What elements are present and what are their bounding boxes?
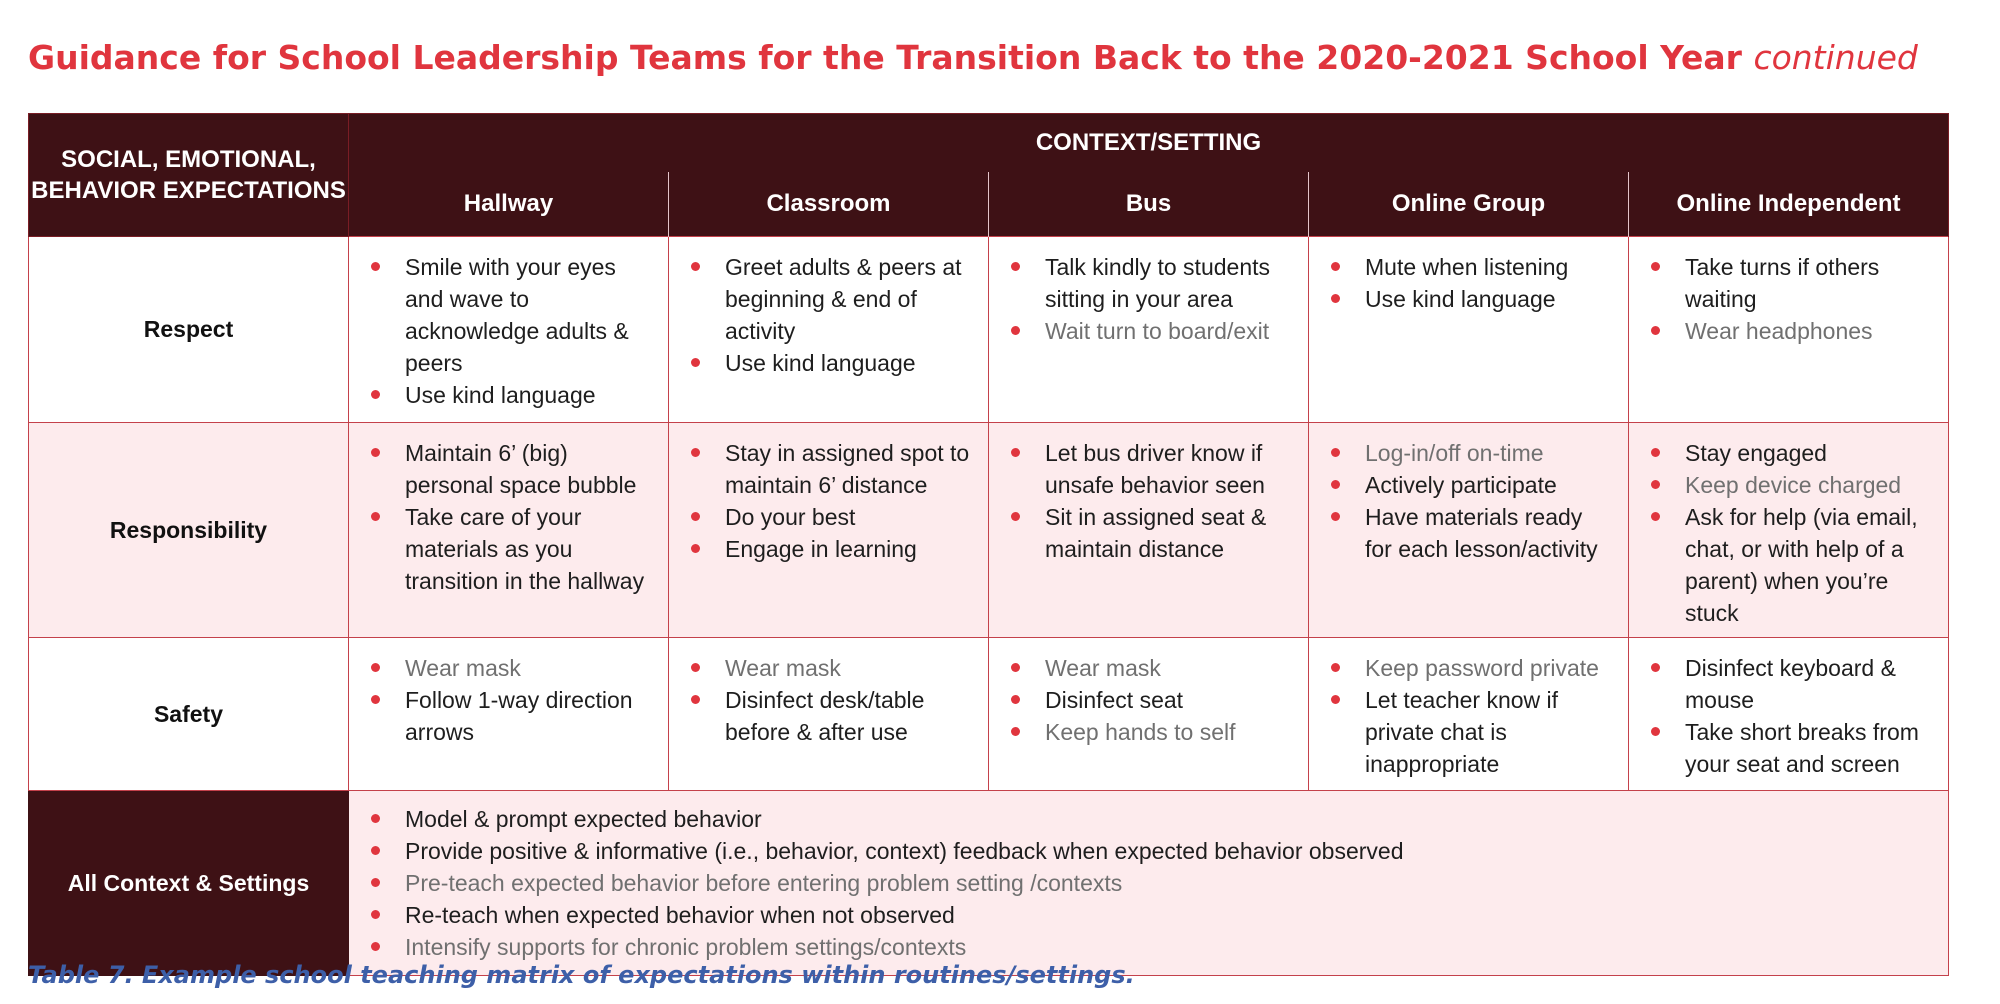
- cell-safety-bus: Wear mask Disinfect seat Keep hands to s…: [988, 637, 1309, 791]
- list-item: Let bus driver know if unsafe behavior s…: [1003, 437, 1294, 501]
- list-item: Keep hands to self: [1003, 716, 1294, 748]
- table-row-respect: Respect Smile with your eyes and wave to…: [28, 236, 1950, 423]
- list-item: Use kind language: [363, 379, 654, 411]
- list-item: Follow 1-way direction arrows: [363, 684, 654, 748]
- row-label-safety: Safety: [28, 637, 349, 791]
- column-header-bus: Bus: [988, 171, 1309, 237]
- cell-safety-hallway: Wear mask Follow 1-way direction arrows: [348, 637, 669, 791]
- list-item: Wait turn to board/exit: [1003, 315, 1294, 347]
- list-item: Disinfect seat: [1003, 684, 1294, 716]
- bullet-list: Wear mask Follow 1-way direction arrows: [363, 652, 654, 748]
- list-item: Use kind language: [1323, 283, 1614, 315]
- bullet-list: Wear mask Disinfect desk/table before & …: [683, 652, 974, 748]
- list-item: Wear mask: [363, 652, 654, 684]
- table-row-all-settings: All Context & Settings Model & prompt ex…: [28, 790, 1950, 976]
- list-item: Do your best: [683, 501, 974, 533]
- list-item: Log-in/off on-time: [1323, 437, 1614, 469]
- list-item: Model & prompt expected behavior: [363, 803, 1934, 835]
- cell-all-settings: Model & prompt expected behavior Provide…: [347, 790, 1950, 976]
- bullet-list: Talk kindly to students sitting in your …: [1003, 251, 1294, 347]
- list-item: Disinfect keyboard & mouse: [1643, 652, 1934, 716]
- list-item: Take turns if others waiting: [1643, 251, 1934, 315]
- bullet-list: Take turns if others waiting Wear headph…: [1643, 251, 1934, 347]
- context-setting-header: CONTEXT/SETTING: [348, 113, 1950, 172]
- list-item: Wear headphones: [1643, 315, 1934, 347]
- list-item: Greet adults & peers at beginning & end …: [683, 251, 974, 347]
- bullet-list: Let bus driver know if unsafe behavior s…: [1003, 437, 1294, 565]
- cell-responsibility-online-independent: Stay engaged Keep device charged Ask for…: [1627, 422, 1950, 638]
- bullet-list: Log-in/off on-time Actively participate …: [1323, 437, 1614, 565]
- list-item: Take care of your materials as you trans…: [363, 501, 654, 597]
- list-item: Use kind language: [683, 347, 974, 379]
- list-item: Disinfect desk/table before & after use: [683, 684, 974, 748]
- list-item: Actively participate: [1323, 469, 1614, 501]
- table-row-responsibility: Responsibility Maintain 6’ (big) persona…: [28, 422, 1950, 638]
- cell-safety-classroom: Wear mask Disinfect desk/table before & …: [668, 637, 989, 791]
- row-label-all-settings: All Context & Settings: [28, 790, 349, 976]
- column-header-classroom: Classroom: [668, 171, 989, 237]
- cell-respect-classroom: Greet adults & peers at beginning & end …: [668, 236, 989, 423]
- table-row-safety: Safety Wear mask Follow 1-way direction …: [28, 637, 1950, 791]
- list-item: Let teacher know if private chat is inap…: [1323, 684, 1614, 780]
- cell-safety-online-independent: Disinfect keyboard & mouse Take short br…: [1627, 637, 1950, 791]
- list-item: Smile with your eyes and wave to acknowl…: [363, 251, 654, 379]
- table-caption: Table 7. Example school teaching matrix …: [28, 961, 1135, 989]
- list-item: Keep device charged: [1643, 469, 1934, 501]
- cell-responsibility-online-group: Log-in/off on-time Actively participate …: [1308, 422, 1629, 638]
- list-item: Maintain 6’ (big) personal space bubble: [363, 437, 654, 501]
- cell-respect-bus: Talk kindly to students sitting in your …: [988, 236, 1309, 423]
- bullet-list: Smile with your eyes and wave to acknowl…: [363, 251, 654, 411]
- list-item: Re-teach when expected behavior when not…: [363, 899, 1934, 931]
- cell-responsibility-classroom: Stay in assigned spot to maintain 6’ dis…: [668, 422, 989, 638]
- list-item: Stay in assigned spot to maintain 6’ dis…: [683, 437, 974, 501]
- list-item: Pre-teach expected behavior before enter…: [363, 867, 1934, 899]
- list-item: Engage in learning: [683, 533, 974, 565]
- row-label-responsibility: Responsibility: [28, 422, 349, 638]
- list-item: Mute when listening: [1323, 251, 1614, 283]
- list-item: Wear mask: [1003, 652, 1294, 684]
- page-title: Guidance for School Leadership Teams for…: [28, 28, 1918, 88]
- page-title-continued: continued: [1753, 38, 1918, 77]
- bullet-list: Greet adults & peers at beginning & end …: [683, 251, 974, 379]
- bullet-list: Wear mask Disinfect seat Keep hands to s…: [1003, 652, 1294, 748]
- column-header-online-group: Online Group: [1308, 171, 1629, 237]
- row-label-respect: Respect: [28, 236, 349, 423]
- cell-responsibility-bus: Let bus driver know if unsafe behavior s…: [988, 422, 1309, 638]
- list-item: Intensify supports for chronic problem s…: [363, 931, 1934, 963]
- list-item: Sit in assigned seat & maintain distance: [1003, 501, 1294, 565]
- list-item: Wear mask: [683, 652, 974, 684]
- bullet-list: Maintain 6’ (big) personal space bubble …: [363, 437, 654, 597]
- bullet-list: Stay in assigned spot to maintain 6’ dis…: [683, 437, 974, 565]
- bullet-list: Model & prompt expected behavior Provide…: [363, 803, 1934, 963]
- list-item: Stay engaged: [1643, 437, 1934, 469]
- cell-respect-hallway: Smile with your eyes and wave to acknowl…: [348, 236, 669, 423]
- corner-header: SOCIAL, EMOTIONAL, BEHAVIOR EXPECTATIONS: [28, 113, 349, 237]
- list-item: Ask for help (via email, chat, or with h…: [1643, 501, 1934, 629]
- bullet-list: Mute when listening Use kind language: [1323, 251, 1614, 315]
- list-item: Take short breaks from your seat and scr…: [1643, 716, 1934, 780]
- cell-respect-online-group: Mute when listening Use kind language: [1308, 236, 1629, 423]
- list-item: Provide positive & informative (i.e., be…: [363, 835, 1934, 867]
- bullet-list: Disinfect keyboard & mouse Take short br…: [1643, 652, 1934, 780]
- bullet-list: Stay engaged Keep device charged Ask for…: [1643, 437, 1934, 629]
- page-title-text: Guidance for School Leadership Teams for…: [28, 38, 1742, 77]
- column-header-online-independent: Online Independent: [1627, 171, 1950, 237]
- cell-responsibility-hallway: Maintain 6’ (big) personal space bubble …: [348, 422, 669, 638]
- cell-safety-online-group: Keep password private Let teacher know i…: [1308, 637, 1629, 791]
- list-item: Talk kindly to students sitting in your …: [1003, 251, 1294, 315]
- list-item: Keep password private: [1323, 652, 1614, 684]
- bullet-list: Keep password private Let teacher know i…: [1323, 652, 1614, 780]
- expectations-matrix: SOCIAL, EMOTIONAL, BEHAVIOR EXPECTATIONS…: [28, 113, 1950, 976]
- list-item: Have materials ready for each lesson/act…: [1323, 501, 1614, 565]
- column-header-hallway: Hallway: [348, 171, 669, 237]
- cell-respect-online-independent: Take turns if others waiting Wear headph…: [1627, 236, 1950, 423]
